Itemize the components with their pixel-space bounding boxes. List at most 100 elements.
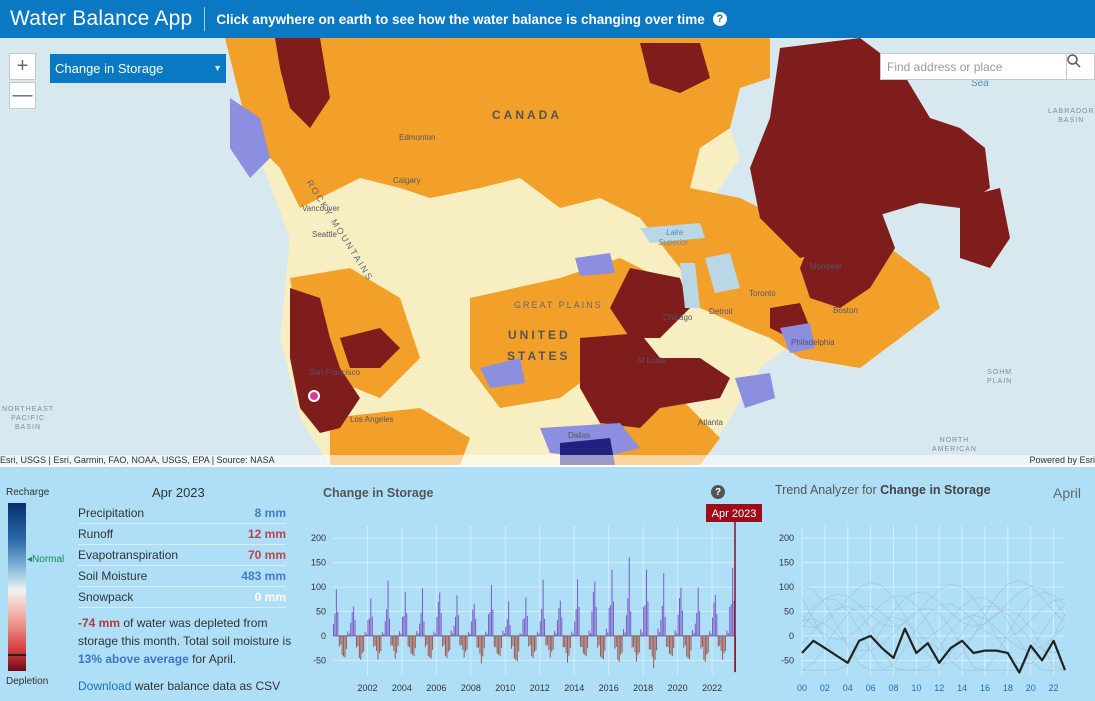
- storage-bar: [647, 601, 649, 636]
- storage-bar: [459, 635, 461, 646]
- trend-x-tick: 08: [888, 683, 898, 693]
- storage-bar: [422, 588, 424, 636]
- storage-bar: [604, 635, 606, 651]
- label-states: STATES: [507, 349, 571, 363]
- storage-bar: [479, 635, 481, 654]
- stat-row-soil-moisture: Soil Moisture 483 mm: [78, 566, 286, 587]
- storage-bar: [689, 635, 691, 660]
- storage-bar: [485, 631, 487, 636]
- legend-depletion-label: Depletion: [6, 676, 49, 687]
- stat-row-snowpack: Snowpack 0 mm: [78, 587, 286, 608]
- storage-bar: [354, 620, 356, 636]
- storage-y-tick: 200: [311, 533, 326, 543]
- chevron-down-icon: ▼: [213, 63, 222, 73]
- storage-bar: [436, 616, 438, 636]
- storage-bar: [656, 635, 658, 651]
- storage-bar: [496, 635, 498, 654]
- storage-bar: [631, 635, 633, 648]
- storage-bar: [417, 633, 419, 636]
- trend-month-line: [801, 591, 1066, 671]
- storage-bar: [651, 635, 653, 657]
- storage-bar: [374, 635, 376, 646]
- storage-summary: -74 mm of water was depleted from storag…: [78, 616, 292, 666]
- label-san-francisco: San Francisco: [309, 368, 361, 377]
- search-input[interactable]: Find address or place: [880, 53, 1067, 80]
- storage-bar: [706, 635, 708, 655]
- label-calgary: Calgary: [393, 176, 421, 185]
- storage-bar: [419, 623, 421, 636]
- storage-bar: [624, 632, 626, 636]
- storage-bar: [716, 613, 718, 636]
- storage-bar: [340, 635, 342, 645]
- storage-x-tick: 2008: [461, 683, 481, 693]
- storage-bar: [544, 618, 546, 636]
- storage-bar: [710, 633, 712, 636]
- label-st-louis: St Louis: [637, 356, 666, 365]
- storage-bar: [432, 635, 434, 650]
- storage-bar: [579, 635, 581, 647]
- storage-bar: [498, 635, 500, 655]
- zoom-out-button[interactable]: —: [9, 82, 36, 109]
- powered-by[interactable]: Powered by Esri: [1029, 455, 1095, 465]
- storage-bar: [617, 635, 619, 660]
- recharge-colorado: [480, 358, 525, 388]
- storage-bar: [387, 580, 389, 636]
- trend-x-tick: 02: [820, 683, 830, 693]
- storage-bar: [391, 635, 393, 646]
- zoom-in-button[interactable]: +: [9, 53, 36, 80]
- storage-bar: [673, 635, 675, 649]
- map-canvas[interactable]: [0, 38, 1095, 465]
- storage-bar: [358, 635, 360, 658]
- help-icon[interactable]: ?: [712, 12, 727, 26]
- storage-bar: [726, 630, 728, 636]
- chart-help-icon[interactable]: ?: [711, 485, 725, 499]
- label-superior: Superior: [658, 238, 689, 247]
- storage-bar: [388, 618, 390, 636]
- storage-bar: [446, 635, 448, 658]
- stat-row-precipitation: Precipitation 8 mm: [78, 503, 286, 524]
- storage-bar: [575, 609, 577, 636]
- storage-bar: [384, 621, 386, 636]
- storage-bar: [380, 635, 382, 652]
- info-panel: Recharge ◂Normal Depletion Apr 2023 Prec…: [0, 465, 1095, 699]
- storage-bar: [686, 635, 688, 657]
- storage-bar: [334, 613, 336, 636]
- storage-bar: [505, 626, 507, 636]
- trend-x-tick: 10: [911, 683, 921, 693]
- label-great-plains: GREAT PLAINS: [514, 300, 603, 310]
- storage-bar: [521, 634, 523, 636]
- land-heavy-depletion-east: [750, 38, 990, 258]
- storage-bar: [539, 621, 541, 636]
- storage-bar: [535, 635, 537, 651]
- trend-title: Trend Analyzer for Change in Storage: [775, 483, 991, 497]
- storage-bar: [463, 635, 465, 658]
- storage-bar: [490, 585, 492, 636]
- label-labrador-basin: LABRADOR BASIN: [1048, 108, 1095, 124]
- download-csv-link[interactable]: Download: [78, 679, 132, 693]
- label-boston: Boston: [833, 306, 858, 315]
- map-view[interactable]: CANADA UNITED STATES GREAT PLAINS ROCKY …: [0, 38, 1095, 465]
- water-balance-stats: Precipitation 8 mm Runoff 12 mm Evapotrans…: [78, 503, 286, 608]
- storage-bar: [506, 619, 508, 636]
- storage-bar: [607, 632, 609, 636]
- search-button[interactable]: [1066, 53, 1095, 80]
- storage-bar: [648, 635, 650, 650]
- trend-month-line: [801, 583, 1066, 665]
- storage-bar: [638, 635, 640, 653]
- storage-bar: [341, 635, 343, 655]
- storage-bar: [456, 595, 458, 636]
- trend-x-tick: 16: [980, 683, 990, 693]
- storage-bar: [558, 608, 560, 636]
- storage-bar: [366, 633, 368, 636]
- storage-bar: [386, 609, 388, 636]
- storage-x-tick: 2020: [668, 683, 688, 693]
- recharge-bc: [230, 98, 270, 178]
- storage-bar: [344, 635, 346, 658]
- storage-bar: [462, 635, 464, 650]
- storage-x-tick: 2010: [495, 683, 515, 693]
- layer-select-dropdown[interactable]: Change in Storage ▼: [50, 54, 226, 83]
- storage-bar: [363, 635, 365, 652]
- storage-bar: [681, 610, 683, 636]
- storage-bar: [457, 615, 459, 636]
